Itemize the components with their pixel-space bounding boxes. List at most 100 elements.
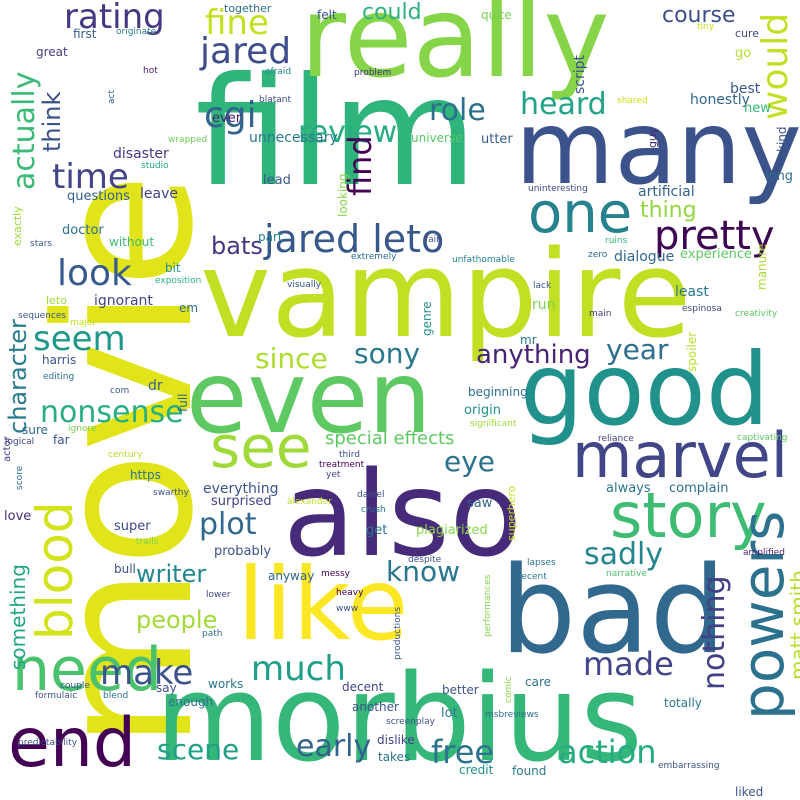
word-go: go bbox=[735, 46, 752, 61]
word-harris: harris bbox=[42, 353, 77, 367]
word-role: role bbox=[429, 93, 486, 128]
word-stars: stars bbox=[30, 239, 53, 249]
word-screenplay: screenplay bbox=[386, 717, 435, 727]
word-spoiler: spoiler bbox=[685, 331, 699, 372]
word-get: get bbox=[366, 523, 388, 538]
word-much: much bbox=[251, 649, 346, 689]
word-reliance: reliance bbox=[598, 434, 634, 444]
word-yet: yet bbox=[326, 470, 341, 480]
word-anything: anything bbox=[476, 340, 591, 370]
word-comic: comic bbox=[504, 676, 514, 703]
word-special-effects: special effects bbox=[325, 428, 455, 449]
word-unfathomable: unfathomable bbox=[452, 255, 515, 265]
word-alexander: alexander bbox=[287, 497, 332, 507]
word-dislike: dislike bbox=[377, 733, 415, 747]
word-questions: questions bbox=[67, 189, 130, 204]
word-morbius: morbius bbox=[155, 650, 643, 789]
word-afraid: afraid bbox=[265, 67, 292, 77]
word-exactly: exactly bbox=[11, 206, 24, 246]
word-good: good bbox=[520, 331, 770, 448]
word-hot: hot bbox=[143, 66, 158, 76]
word-dr: dr bbox=[148, 378, 163, 394]
word-ruins: ruins bbox=[605, 236, 628, 246]
word-free: free bbox=[431, 733, 495, 771]
word-wrapped: wrapped bbox=[168, 135, 208, 145]
word-fine: fine bbox=[205, 3, 269, 43]
word-enough: enough bbox=[168, 695, 214, 709]
word-ever: ever bbox=[212, 111, 242, 126]
word-blood: blood bbox=[26, 501, 84, 640]
word-universe: universe bbox=[411, 131, 463, 145]
word-bad: bad bbox=[500, 542, 726, 681]
word-even: even bbox=[186, 339, 432, 456]
word-powers: powers bbox=[729, 510, 797, 721]
word-since: since bbox=[255, 342, 328, 375]
word-actually: actually bbox=[7, 71, 42, 190]
word-review: review bbox=[298, 115, 398, 150]
word-heavy: heavy bbox=[336, 588, 364, 598]
word-many: many bbox=[515, 89, 800, 208]
word-heard: heard bbox=[520, 87, 607, 122]
word-run: run bbox=[532, 297, 556, 313]
word-character: character bbox=[4, 319, 32, 434]
word-made: made bbox=[583, 645, 674, 683]
word-seem: seem bbox=[33, 319, 126, 359]
word-sadly: sadly bbox=[584, 537, 664, 572]
word-cure: cure bbox=[735, 27, 760, 40]
word-bats: bats bbox=[211, 232, 263, 260]
word-formulaic: formulaic bbox=[35, 691, 78, 701]
word-together: together bbox=[224, 2, 272, 15]
word-daniel: daniel bbox=[357, 490, 385, 500]
word-manure: manure bbox=[755, 243, 769, 290]
word-totally: totally bbox=[664, 696, 702, 710]
word-saw: saw bbox=[467, 496, 493, 511]
word-blend: blend bbox=[103, 691, 129, 701]
word-takes: takes bbox=[378, 750, 411, 764]
word-better: better bbox=[442, 683, 479, 697]
word-embarrassing: embarrassing bbox=[658, 761, 720, 771]
word-originate: originate bbox=[116, 27, 157, 37]
word-lot: lot bbox=[441, 706, 458, 721]
word-utter: utter bbox=[481, 132, 513, 147]
word-https: https bbox=[130, 468, 161, 482]
word-mr: mr bbox=[520, 333, 537, 347]
word-uninteresting: uninteresting bbox=[528, 184, 588, 194]
word-nothing: nothing bbox=[697, 575, 732, 690]
word-problem: problem bbox=[354, 68, 392, 78]
word-act: act bbox=[107, 90, 117, 104]
word-ignorant: ignorant bbox=[94, 293, 153, 309]
word-sequences: sequences bbox=[18, 311, 67, 321]
word-zero: zero bbox=[588, 250, 608, 260]
word-film: film bbox=[195, 46, 478, 220]
word-predictability: predictability bbox=[18, 738, 78, 748]
word-sure: sure bbox=[22, 423, 48, 437]
word-cgi: cgi bbox=[204, 95, 257, 136]
word-path: path bbox=[202, 629, 223, 639]
word-thing: thing bbox=[640, 198, 697, 223]
word-works: works bbox=[208, 677, 244, 691]
word-century: century bbox=[108, 450, 143, 460]
word-main: main bbox=[589, 309, 612, 319]
word-look: look bbox=[57, 253, 132, 294]
word-long: long bbox=[765, 169, 794, 184]
word-part: part bbox=[258, 230, 283, 244]
word-despite: despite bbox=[408, 555, 442, 565]
word-editing: editing bbox=[43, 372, 75, 382]
word-significant: significant bbox=[470, 419, 517, 429]
word-without: without bbox=[109, 235, 155, 249]
word-bit: bit bbox=[165, 261, 181, 275]
word-creativity: creativity bbox=[735, 309, 778, 319]
word-logical: logical bbox=[5, 437, 35, 447]
word-unnecessary: unnecessary bbox=[249, 130, 338, 146]
word-everything: everything bbox=[203, 481, 279, 497]
word-swarthy: swarthy bbox=[153, 488, 189, 498]
word-nonsense: nonsense bbox=[40, 395, 184, 430]
word-new: new bbox=[744, 101, 771, 116]
word-always: always bbox=[606, 481, 651, 496]
word-crush: crush bbox=[361, 505, 386, 515]
word-love: love bbox=[4, 509, 32, 524]
word-lower: lower bbox=[206, 590, 231, 600]
word-make: make bbox=[100, 653, 194, 693]
word-really: really bbox=[300, 0, 610, 103]
word-people: people bbox=[136, 606, 218, 634]
